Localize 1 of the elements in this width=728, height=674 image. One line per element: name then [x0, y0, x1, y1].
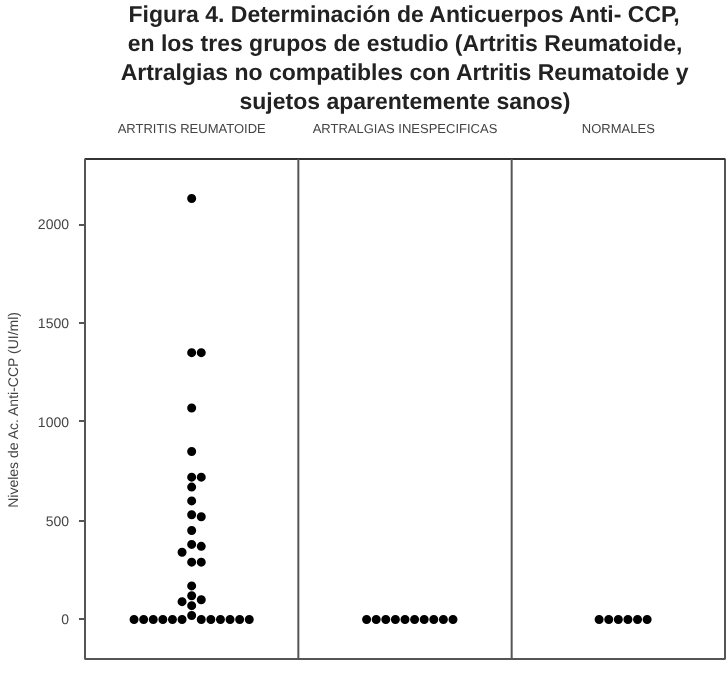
- chart-title: Figura 4. Determinación de Anticuerpos Anti- CCP, en los tres grupos de estudio (Artritis Reumatoide, Artralgias no compatibles con Artritis Reumatoide y sujetos aparentemente sanos): [120, 3, 690, 115]
